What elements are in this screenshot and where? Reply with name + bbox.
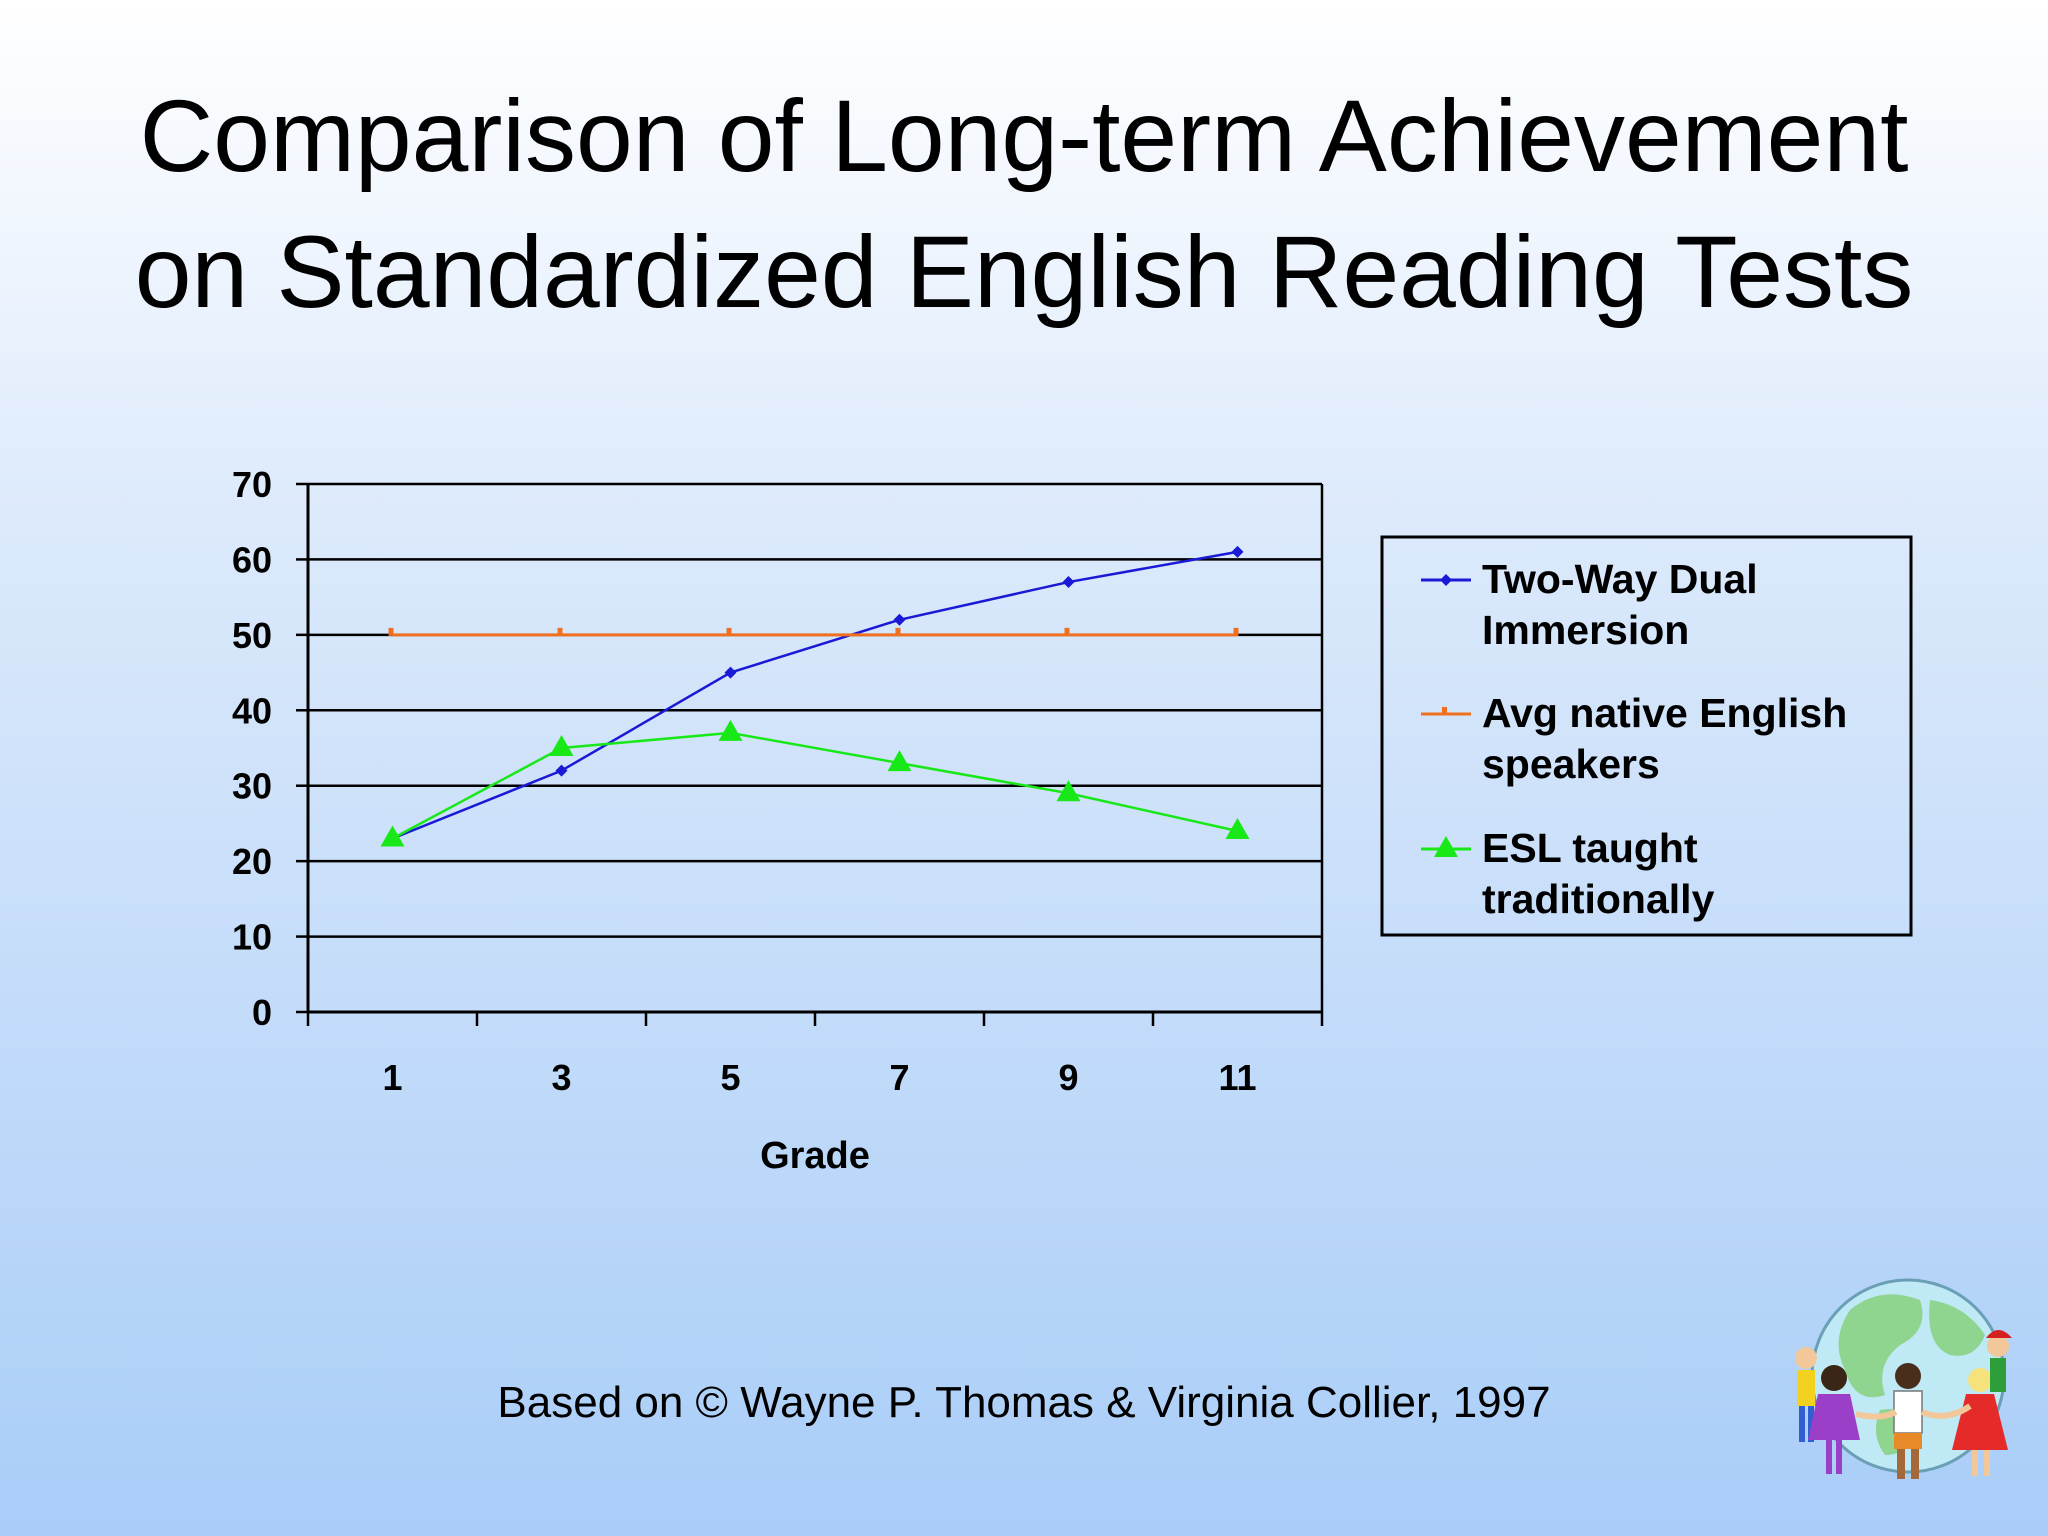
slide-title: Comparison of Long-term Achievement on S… — [0, 68, 2048, 340]
legend-label: ESL taught traditionally — [1482, 825, 1715, 922]
data-point — [726, 627, 732, 636]
legend-swatch-marker — [1440, 574, 1452, 586]
data-point — [718, 719, 743, 741]
data-point — [895, 627, 901, 636]
data-point — [724, 666, 737, 679]
x-tick-label: 11 — [1218, 1057, 1256, 1098]
x-axis-title: Grade — [760, 1135, 870, 1177]
child-figures — [1795, 1330, 2012, 1479]
y-tick-label: 40 — [232, 690, 272, 731]
series-line — [391, 731, 1238, 840]
y-tick-label: 70 — [232, 464, 272, 505]
data-point — [380, 825, 405, 847]
data-point — [557, 627, 563, 636]
x-tick-label: 1 — [382, 1057, 402, 1098]
x-tick-label: 5 — [720, 1057, 740, 1098]
data-point — [1064, 627, 1070, 636]
data-point — [555, 764, 568, 777]
legend-label: Two-Way Dual Immersion — [1482, 556, 1758, 653]
data-point — [1231, 545, 1244, 558]
data-point — [893, 613, 906, 626]
legend: Two-Way Dual Immersion Avg native English s… — [1380, 535, 1913, 937]
source-caption: Based on © Wayne P. Thomas & Virginia Co… — [497, 1378, 1551, 1427]
legend-swatch-marker — [1434, 836, 1458, 857]
y-tick-label: 60 — [232, 539, 272, 580]
legend-swatch-marker — [1442, 707, 1447, 715]
series-group — [380, 545, 1250, 847]
axes: 0 10 20 30 40 50 60 70 1 3 5 7 9 11 Grade — [232, 464, 1324, 1177]
x-tick-label: 3 — [551, 1057, 571, 1098]
title-line-1: Comparison of Long-term Achievement — [139, 79, 1909, 193]
legend-label: Avg native English speakers — [1482, 690, 1847, 787]
legend-box — [1380, 535, 1913, 937]
data-point — [1056, 780, 1081, 802]
data-point — [887, 750, 912, 772]
x-tick-label: 7 — [889, 1057, 909, 1098]
data-point — [549, 735, 574, 756]
y-tick-label: 50 — [232, 615, 272, 656]
data-point — [1062, 576, 1075, 589]
series-line — [392, 550, 1238, 840]
data-point — [1225, 817, 1250, 839]
series-esl-taught-traditionally — [380, 719, 1250, 847]
data-point — [1233, 627, 1239, 636]
y-tick-label: 30 — [232, 766, 272, 807]
series-avg-native-english-speakers — [388, 627, 1239, 637]
y-tick-label: 10 — [232, 917, 272, 958]
data-point — [388, 627, 394, 636]
y-tick-label: 20 — [232, 841, 272, 882]
y-tick-label: 0 — [252, 992, 272, 1033]
x-tick-label: 9 — [1058, 1057, 1078, 1098]
title-line-2: on Standardized English Reading Tests — [134, 215, 1914, 329]
